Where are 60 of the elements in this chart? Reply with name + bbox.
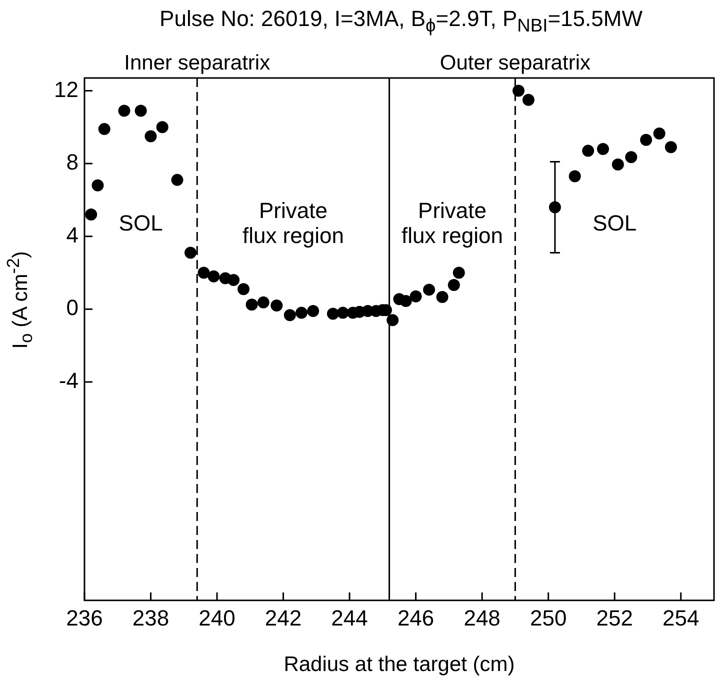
point — [568, 170, 581, 182]
chart-title: Pulse No: 26019, I=3MA, B$_{ϕ}$=2.9T, P$_{NBI}$=15.5MW — [158, 6, 644, 36]
point — [171, 174, 184, 186]
point — [198, 266, 210, 279]
point — [184, 246, 196, 259]
x-tick-label: 240 — [198, 606, 236, 631]
x-tick-label: 252 — [596, 606, 633, 631]
point — [436, 290, 448, 303]
point — [512, 84, 525, 97]
point — [307, 304, 320, 317]
point — [448, 278, 460, 291]
point — [653, 128, 666, 140]
annotation: Private flux region — [242, 198, 344, 248]
point — [410, 290, 422, 302]
point — [295, 306, 308, 319]
point — [238, 283, 250, 296]
y-tick-label: 0 — [66, 295, 78, 320]
point — [270, 300, 283, 312]
point — [228, 274, 240, 286]
x-tick-label: 248 — [464, 606, 500, 631]
point — [284, 309, 296, 322]
x-tick-label: 246 — [397, 606, 434, 631]
annotation: SOL — [592, 210, 637, 236]
point — [134, 104, 147, 117]
point — [522, 94, 534, 106]
y-tick-label: 8 — [66, 150, 78, 175]
x-tick-label: 238 — [132, 606, 170, 631]
x-axis-title: Radius at the target (cm) — [284, 653, 515, 676]
point — [246, 298, 258, 311]
point — [144, 130, 157, 142]
point — [582, 144, 594, 157]
x-tick-label: 242 — [264, 606, 302, 631]
point — [336, 306, 349, 319]
x-tick-label: 254 — [662, 606, 700, 631]
point — [257, 296, 270, 308]
point — [640, 134, 652, 146]
ref-line-label: Inner separatrix — [124, 51, 271, 74]
ref-line-label: Outer separatrix — [440, 51, 591, 74]
point — [612, 158, 624, 170]
annotation: SOL — [118, 210, 163, 236]
point — [452, 266, 465, 279]
point — [400, 294, 412, 307]
point — [423, 284, 436, 296]
point — [92, 179, 104, 192]
x-tick-label: 244 — [331, 606, 368, 631]
x-tick-label: 250 — [530, 606, 567, 631]
y-tick-label: 4 — [66, 222, 78, 248]
point — [326, 308, 339, 320]
point — [208, 270, 220, 282]
x-tick-label: 236 — [66, 606, 103, 631]
point — [664, 141, 677, 154]
point — [625, 151, 638, 164]
annotation: Private flux region — [401, 198, 504, 248]
point — [98, 122, 110, 135]
point — [597, 142, 610, 155]
point — [156, 121, 168, 134]
point — [118, 104, 130, 117]
y-tick-label: -4 — [58, 368, 78, 394]
y-tick-label: 12 — [54, 76, 78, 102]
point — [85, 208, 98, 221]
